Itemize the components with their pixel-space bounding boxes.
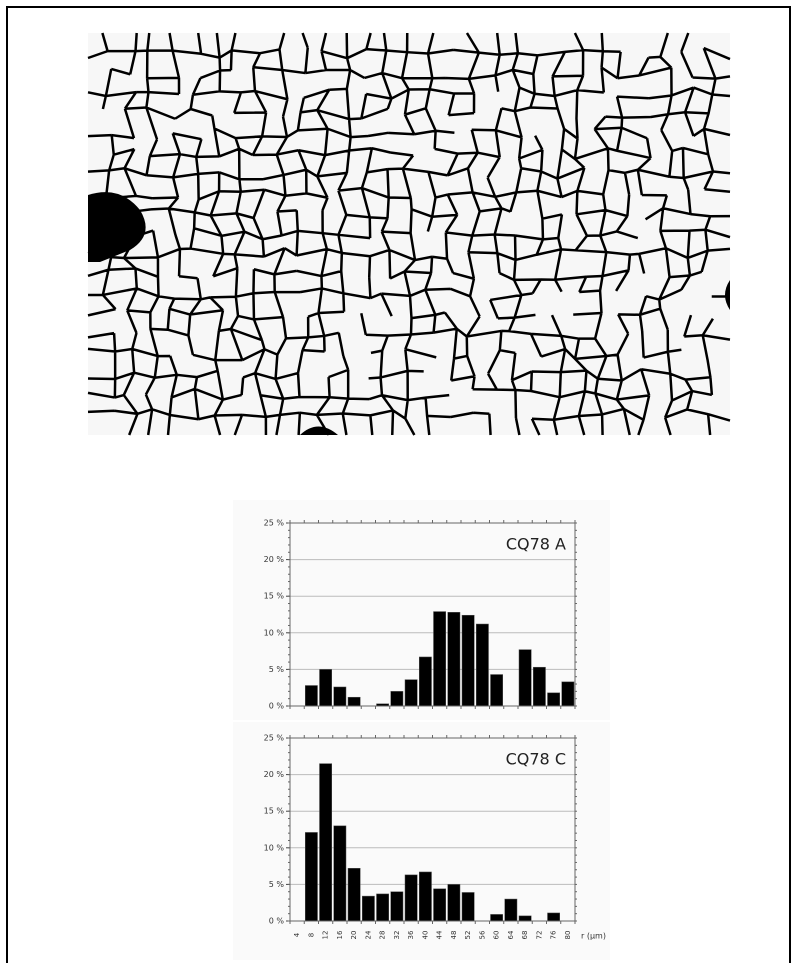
bar bbox=[462, 615, 474, 706]
x-tick-label: 80 bbox=[564, 931, 572, 940]
x-tick-label: 44 bbox=[436, 930, 444, 939]
x-axis-label: r (µm) bbox=[581, 932, 606, 941]
y-tick-label: 10 % bbox=[264, 843, 285, 852]
y-tick-label: 5 % bbox=[269, 880, 285, 889]
bar bbox=[419, 657, 431, 706]
bar bbox=[348, 697, 360, 706]
bar bbox=[490, 675, 502, 706]
bar bbox=[348, 868, 360, 921]
x-tick-label: 60 bbox=[493, 931, 501, 940]
bar bbox=[319, 669, 331, 706]
y-tick-label: 15 % bbox=[264, 592, 285, 601]
bar bbox=[519, 916, 531, 921]
bar bbox=[405, 680, 417, 706]
x-tick-label: 32 bbox=[393, 931, 401, 940]
y-tick-label: 10 % bbox=[264, 628, 285, 637]
x-tick-label: 4 bbox=[293, 932, 301, 937]
x-tick-label: 68 bbox=[521, 931, 529, 940]
bar bbox=[547, 693, 559, 706]
bar bbox=[490, 914, 502, 921]
x-tick-label: 40 bbox=[421, 931, 429, 940]
micrograph bbox=[88, 33, 730, 435]
y-tick-label: 0 % bbox=[269, 917, 285, 926]
y-tick-label: 25 % bbox=[264, 734, 285, 743]
bar bbox=[305, 686, 317, 706]
bar bbox=[433, 889, 445, 921]
x-tick-label: 24 bbox=[364, 930, 372, 939]
chart-title: CQ78 C bbox=[506, 750, 566, 769]
x-tick-label: 20 bbox=[350, 931, 358, 940]
x-tick-label: 56 bbox=[478, 930, 486, 939]
bar bbox=[334, 826, 346, 921]
bar bbox=[405, 875, 417, 921]
bar bbox=[319, 764, 331, 921]
bar bbox=[476, 624, 488, 706]
bar bbox=[419, 872, 431, 921]
figure: 0 % 5 % 10 % 15 % 20 % 25 % CQ78 A 0 % 5 % 10 % 15… bbox=[0, 0, 798, 963]
bar bbox=[376, 894, 388, 921]
bar bbox=[362, 896, 374, 921]
y-tick-label: 5 % bbox=[269, 665, 285, 674]
bar bbox=[448, 884, 460, 921]
y-tick-label: 25 % bbox=[264, 519, 285, 528]
x-tick-label: 64 bbox=[507, 930, 515, 939]
bar bbox=[433, 612, 445, 706]
bar bbox=[562, 682, 574, 706]
y-tick-label: 15 % bbox=[264, 807, 285, 816]
bar bbox=[334, 687, 346, 706]
y-tick-label: 0 % bbox=[269, 702, 285, 711]
bar bbox=[505, 899, 517, 921]
x-tick-label: 16 bbox=[336, 930, 344, 939]
x-tick-label: 72 bbox=[535, 931, 543, 940]
bar bbox=[519, 650, 531, 706]
x-tick-label: 48 bbox=[450, 931, 458, 940]
x-tick-label: 76 bbox=[550, 930, 558, 939]
x-tick-label: 52 bbox=[464, 931, 472, 940]
bar bbox=[391, 892, 403, 921]
bar bbox=[305, 832, 317, 921]
bar bbox=[448, 612, 460, 706]
bar bbox=[462, 892, 474, 921]
chart-title: CQ78 A bbox=[506, 535, 566, 554]
bar bbox=[533, 667, 545, 706]
x-tick-label: 28 bbox=[379, 931, 387, 940]
y-tick-label: 20 % bbox=[264, 555, 285, 564]
x-tick-label: 12 bbox=[322, 931, 330, 940]
x-tick-label: 36 bbox=[407, 930, 415, 939]
bar bbox=[391, 691, 403, 706]
y-tick-label: 20 % bbox=[264, 770, 285, 779]
x-tick-label: 8 bbox=[307, 933, 315, 937]
bar bbox=[547, 913, 559, 921]
